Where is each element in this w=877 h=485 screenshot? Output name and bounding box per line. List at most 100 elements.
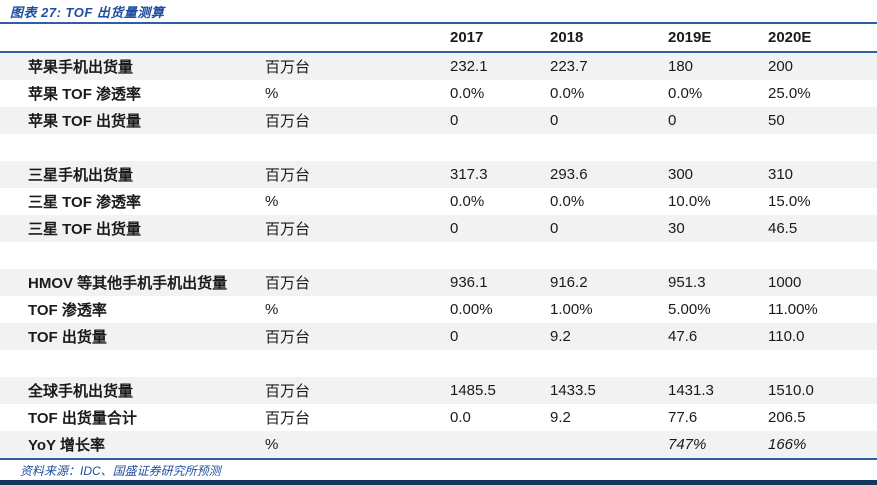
row-label: 苹果 TOF 渗透率 — [28, 86, 142, 103]
cell-2018: 9.2 — [550, 328, 571, 345]
header-label-cell — [0, 24, 250, 51]
row-label: 三星手机出货量 — [28, 167, 134, 184]
table-row-tof-penetration: TOF 渗透率 % 0.00% 1.00% 5.00% 11.00% — [0, 296, 877, 323]
table-body: 苹果手机出货量 百万台 232.1 223.7 180 200 苹果 TOF 渗… — [0, 53, 877, 460]
cell-2020e: 310 — [768, 166, 794, 183]
row-unit: 百万台 — [265, 275, 311, 292]
row-unit: 百万台 — [265, 383, 311, 400]
cell-2019e: 30 — [668, 220, 685, 237]
cell-2018: 0.0% — [550, 193, 585, 210]
row-unit: 百万台 — [265, 410, 311, 427]
figure-title: 图表 27: TOF 出货量测算 — [10, 4, 165, 20]
cell-2017: 0.0 — [450, 409, 471, 426]
table-row-apple-tof-shipments: 苹果 TOF 出货量 百万台 0 0 0 50 — [0, 107, 877, 134]
row-label: YoY 增长率 — [28, 437, 105, 454]
row-unit: % — [265, 193, 279, 210]
cell-2019e: 0.0% — [668, 85, 703, 102]
row-unit: 百万台 — [265, 221, 311, 238]
cell-2017: 317.3 — [450, 166, 488, 183]
row-unit: % — [265, 436, 279, 453]
cell-2020e: 1510.0 — [768, 382, 814, 399]
cell-2020e: 1000 — [768, 274, 802, 291]
page-bottom-divider — [0, 480, 877, 485]
cell-2017: 0.0% — [450, 85, 485, 102]
row-label: 苹果 TOF 出货量 — [28, 113, 142, 130]
row-unit: 百万台 — [265, 329, 311, 346]
row-unit: 百万台 — [265, 59, 311, 76]
row-label: TOF 渗透率 — [28, 302, 107, 319]
cell-2017: 0 — [450, 328, 459, 345]
source-note-bar: 资料来源：IDC、国盛证券研究所预测 — [0, 460, 877, 480]
cell-2018: 916.2 — [550, 274, 588, 291]
row-unit: % — [265, 85, 279, 102]
cell-2017: 0 — [450, 220, 459, 237]
cell-2018: 0 — [550, 112, 559, 129]
cell-2017: 0.0% — [450, 193, 485, 210]
cell-2018 — [550, 431, 668, 458]
cell-2020e: 166% — [768, 436, 807, 453]
table-row-tof-shipments: TOF 出货量 百万台 0 9.2 47.6 110.0 — [0, 323, 877, 350]
cell-2020e: 206.5 — [768, 409, 806, 426]
table-spacer-row — [0, 242, 877, 269]
cell-2019e: 10.0% — [668, 193, 711, 210]
cell-2019e: 951.3 — [668, 274, 706, 291]
cell-2018: 1433.5 — [550, 382, 596, 399]
cell-2019e: 5.00% — [668, 301, 711, 318]
cell-2018: 223.7 — [550, 58, 588, 75]
cell-2020e: 110.0 — [768, 328, 805, 345]
cell-2020e: 200 — [768, 58, 794, 75]
table-row-yoy-growth: YoY 增长率 % 747% 166% — [0, 431, 877, 458]
cell-2018: 0.0% — [550, 85, 585, 102]
cell-2017: 0 — [450, 112, 459, 129]
table-spacer-row — [0, 350, 877, 377]
cell-2020e: 15.0% — [768, 193, 811, 210]
cell-2020e: 50 — [768, 112, 785, 129]
table-row-hmov-phone-shipments: HMOV 等其他手机手机出货量 百万台 936.1 916.2 951.3 10… — [0, 269, 877, 296]
header-unit-cell — [250, 24, 450, 51]
table-row-samsung-tof-shipments: 三星 TOF 出货量 百万台 0 0 30 46.5 — [0, 215, 877, 242]
table-row-samsung-phone-shipments: 三星手机出货量 百万台 317.3 293.6 300 310 — [0, 161, 877, 188]
row-label: 苹果手机出货量 — [28, 59, 134, 76]
table-spacer-row — [0, 134, 877, 161]
cell-2020e: 25.0% — [768, 85, 811, 102]
cell-2017: 0.00% — [450, 301, 493, 318]
cell-2019e: 1431.3 — [668, 382, 714, 399]
col-header-2020e: 2020E — [768, 29, 812, 46]
col-header-2019e: 2019E — [668, 29, 712, 46]
cell-2017: 232.1 — [450, 58, 488, 75]
row-unit: 百万台 — [265, 167, 311, 184]
cell-2018: 9.2 — [550, 409, 571, 426]
row-label: HMOV 等其他手机手机出货量 — [28, 275, 228, 292]
cell-2019e: 747% — [668, 436, 707, 453]
cell-2018: 0 — [550, 220, 559, 237]
cell-2018: 293.6 — [550, 166, 588, 183]
col-header-2017: 2017 — [450, 29, 484, 46]
cell-2019e: 77.6 — [668, 409, 698, 426]
cell-2019e: 0 — [668, 112, 677, 129]
figure-title-bar: 图表 27: TOF 出货量测算 — [0, 0, 877, 24]
cell-2020e: 46.5 — [768, 220, 798, 237]
cell-2017 — [450, 431, 550, 458]
table-row-samsung-tof-penetration: 三星 TOF 渗透率 % 0.0% 0.0% 10.0% 15.0% — [0, 188, 877, 215]
row-label: 全球手机出货量 — [28, 383, 134, 400]
row-unit: 百万台 — [265, 113, 311, 130]
row-label: 三星 TOF 渗透率 — [28, 194, 142, 211]
table-row-apple-tof-penetration: 苹果 TOF 渗透率 % 0.0% 0.0% 0.0% 25.0% — [0, 80, 877, 107]
table-row-tof-shipments-total: TOF 出货量合计 百万台 0.0 9.2 77.6 206.5 — [0, 404, 877, 431]
table-header-row: 2017 2018 2019E 2020E — [0, 24, 877, 53]
table-row-apple-phone-shipments: 苹果手机出货量 百万台 232.1 223.7 180 200 — [0, 53, 877, 80]
row-label: TOF 出货量合计 — [28, 410, 137, 427]
row-label: TOF 出货量 — [28, 329, 107, 346]
row-label: 三星 TOF 出货量 — [28, 221, 142, 238]
cell-2019e: 300 — [668, 166, 694, 183]
source-note: 资料来源：IDC、国盛证券研究所预测 — [20, 463, 221, 478]
cell-2017: 936.1 — [450, 274, 488, 291]
row-unit: % — [265, 301, 279, 318]
col-header-2018: 2018 — [550, 29, 584, 46]
cell-2018: 1.00% — [550, 301, 593, 318]
cell-2019e: 180 — [668, 58, 694, 75]
cell-2020e: 11.00% — [768, 301, 818, 318]
table-row-global-phone-shipments: 全球手机出货量 百万台 1485.5 1433.5 1431.3 1510.0 — [0, 377, 877, 404]
cell-2017: 1485.5 — [450, 382, 496, 399]
